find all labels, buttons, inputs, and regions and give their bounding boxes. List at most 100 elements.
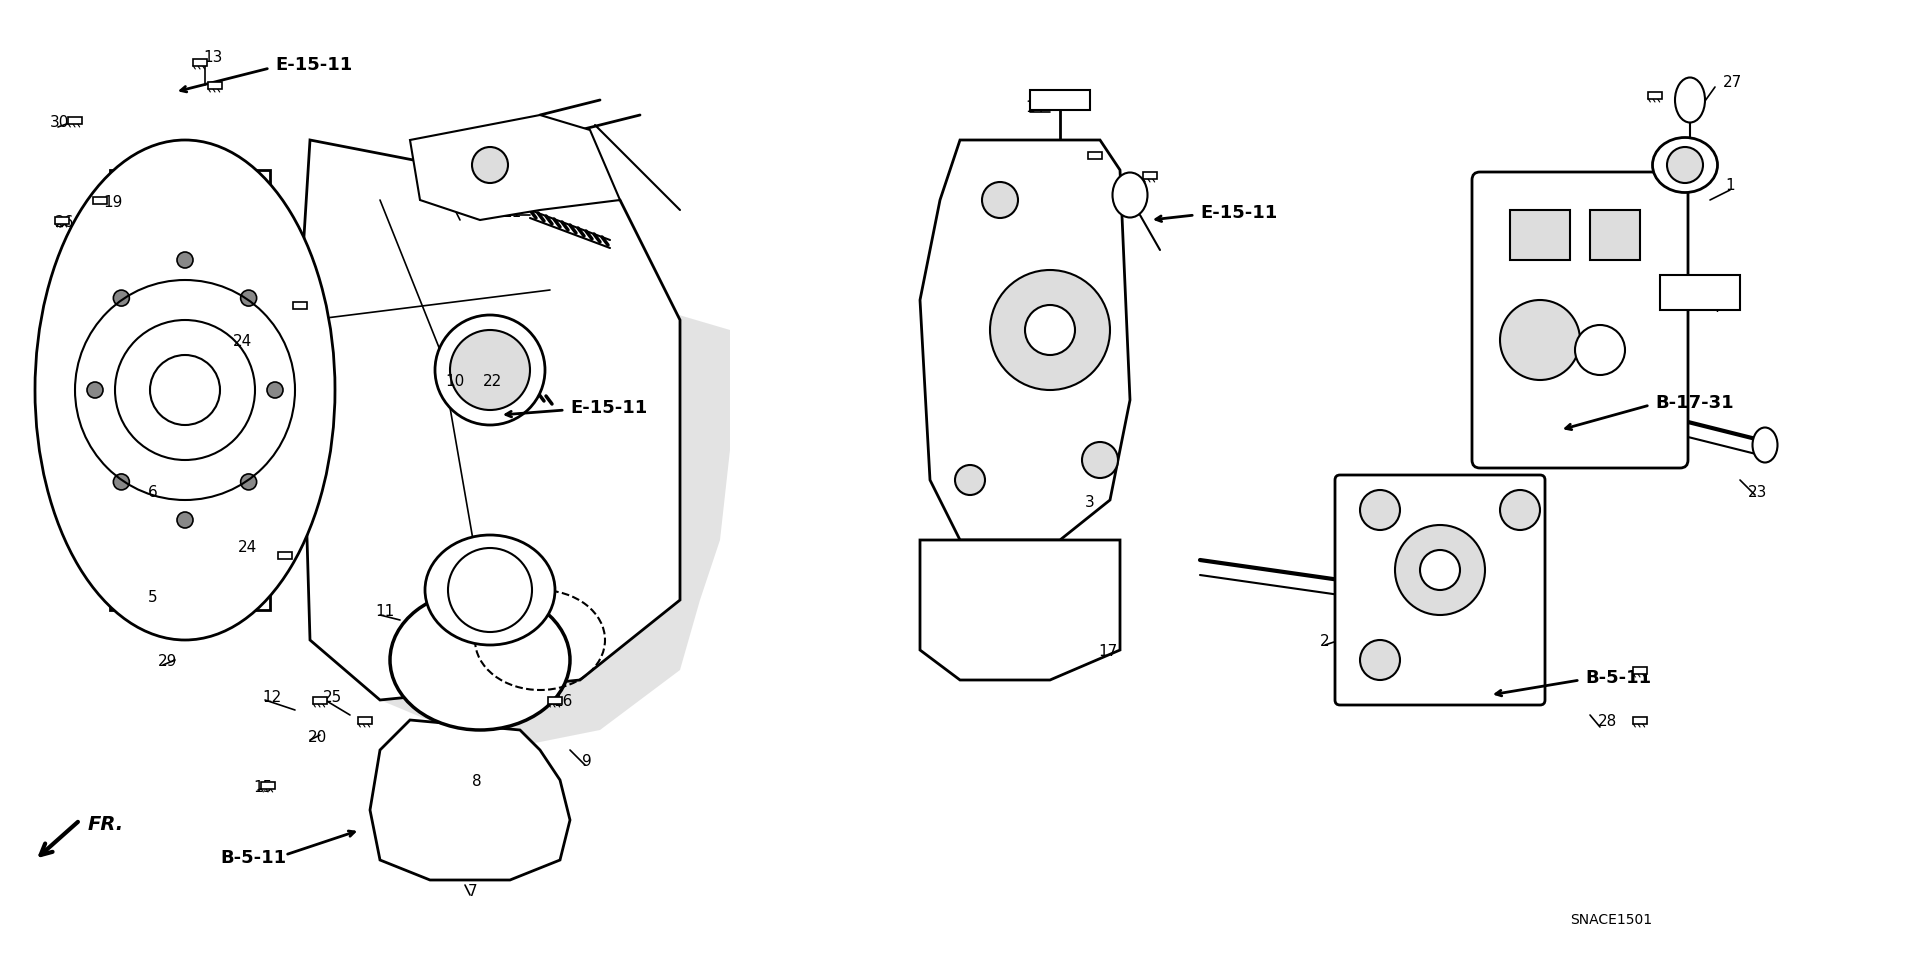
Polygon shape <box>920 140 1131 540</box>
Circle shape <box>240 290 257 306</box>
Text: B-5-11: B-5-11 <box>1586 669 1651 687</box>
Circle shape <box>1083 442 1117 478</box>
Circle shape <box>113 290 129 306</box>
Text: 13: 13 <box>204 50 223 64</box>
Circle shape <box>954 465 985 495</box>
Bar <box>1029 90 1091 110</box>
Bar <box>1142 171 1158 178</box>
Polygon shape <box>920 540 1119 680</box>
Ellipse shape <box>1753 427 1778 463</box>
Ellipse shape <box>390 590 570 730</box>
Circle shape <box>1396 525 1484 615</box>
Bar <box>1634 667 1647 673</box>
Polygon shape <box>330 280 730 750</box>
Circle shape <box>449 330 530 410</box>
Bar <box>92 196 108 203</box>
Text: 8: 8 <box>472 774 482 789</box>
Ellipse shape <box>1112 172 1148 217</box>
Bar <box>357 717 372 723</box>
Circle shape <box>267 382 282 398</box>
Text: 17: 17 <box>1098 645 1117 659</box>
Text: 3: 3 <box>1085 494 1094 510</box>
Circle shape <box>240 474 257 490</box>
Circle shape <box>472 147 509 183</box>
Text: 14: 14 <box>1025 100 1044 115</box>
Bar <box>1647 92 1663 99</box>
Bar <box>1089 151 1102 158</box>
Text: 30: 30 <box>50 115 69 129</box>
Text: 20: 20 <box>307 729 326 744</box>
Text: 12: 12 <box>261 690 280 704</box>
Text: FR.: FR. <box>88 815 125 834</box>
Circle shape <box>1025 305 1075 355</box>
Bar <box>1661 275 1740 310</box>
Bar <box>294 302 307 308</box>
Circle shape <box>177 252 194 268</box>
Circle shape <box>1359 640 1400 680</box>
Text: 11: 11 <box>374 604 394 620</box>
Text: 7: 7 <box>468 884 478 900</box>
Ellipse shape <box>1674 78 1705 123</box>
Text: 28: 28 <box>1597 715 1617 729</box>
Circle shape <box>1500 490 1540 530</box>
Bar <box>1634 717 1647 723</box>
Polygon shape <box>371 720 570 880</box>
Bar <box>194 58 207 65</box>
Ellipse shape <box>1653 138 1718 193</box>
Text: 15: 15 <box>253 780 273 794</box>
Text: E-15-11: E-15-11 <box>275 56 351 74</box>
Circle shape <box>1574 325 1624 375</box>
Text: 9: 9 <box>582 755 591 769</box>
Polygon shape <box>300 140 680 700</box>
Circle shape <box>991 270 1110 390</box>
Text: 1: 1 <box>1724 177 1734 193</box>
Text: B-17-31: B-17-31 <box>1655 394 1734 412</box>
Text: SNACE1501: SNACE1501 <box>1571 913 1651 927</box>
Text: 16: 16 <box>553 695 572 710</box>
Text: 27: 27 <box>1722 75 1741 89</box>
Bar <box>313 696 326 703</box>
Ellipse shape <box>35 140 334 640</box>
Text: E-15-11: E-15-11 <box>1200 204 1277 222</box>
Text: 6: 6 <box>148 485 157 499</box>
Text: 22: 22 <box>484 375 503 390</box>
Text: 10: 10 <box>445 375 465 390</box>
Text: 2: 2 <box>1321 634 1331 650</box>
FancyBboxPatch shape <box>1473 172 1688 468</box>
FancyBboxPatch shape <box>1334 475 1546 705</box>
Bar <box>67 117 83 124</box>
Circle shape <box>1421 550 1459 590</box>
Circle shape <box>436 315 545 425</box>
Circle shape <box>150 355 221 425</box>
Polygon shape <box>411 115 620 220</box>
Bar <box>56 217 69 223</box>
Text: 21: 21 <box>503 204 522 219</box>
Circle shape <box>981 182 1018 218</box>
Circle shape <box>86 382 104 398</box>
Bar <box>547 696 563 703</box>
Circle shape <box>1500 300 1580 380</box>
Bar <box>1509 210 1571 260</box>
Text: E-15-11: E-15-11 <box>570 399 647 417</box>
Bar <box>207 81 223 88</box>
Circle shape <box>1359 490 1400 530</box>
Text: B-5-11: B-5-11 <box>221 849 286 867</box>
Circle shape <box>113 474 129 490</box>
Text: 24: 24 <box>232 334 252 350</box>
Bar <box>1590 210 1640 260</box>
Ellipse shape <box>424 535 555 645</box>
Text: 23: 23 <box>1747 485 1768 499</box>
Bar <box>278 552 292 559</box>
Circle shape <box>447 548 532 632</box>
Text: 25: 25 <box>323 690 342 704</box>
Bar <box>261 782 275 788</box>
Text: 5: 5 <box>148 589 157 604</box>
Text: 24: 24 <box>238 539 257 555</box>
Text: 18: 18 <box>1112 194 1131 210</box>
Text: 29: 29 <box>157 654 177 670</box>
Text: 19: 19 <box>104 194 123 210</box>
Text: 4: 4 <box>1711 300 1720 314</box>
Text: 26: 26 <box>56 215 75 230</box>
Circle shape <box>177 512 194 528</box>
Circle shape <box>1667 147 1703 183</box>
